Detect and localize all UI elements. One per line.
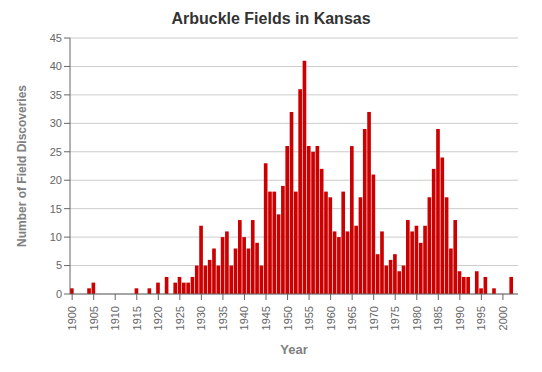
svg-text:1915: 1915 xyxy=(131,306,143,330)
svg-text:1990: 1990 xyxy=(454,306,466,330)
svg-text:1950: 1950 xyxy=(282,306,294,330)
svg-text:1910: 1910 xyxy=(109,306,121,330)
svg-text:1985: 1985 xyxy=(432,306,444,330)
svg-text:1900: 1900 xyxy=(66,306,78,330)
svg-text:1970: 1970 xyxy=(368,306,380,330)
svg-text:1965: 1965 xyxy=(346,306,358,330)
svg-text:1995: 1995 xyxy=(475,306,487,330)
svg-text:1940: 1940 xyxy=(238,306,250,330)
svg-text:0: 0 xyxy=(56,288,62,300)
svg-text:Year: Year xyxy=(280,342,307,357)
svg-text:45: 45 xyxy=(50,32,62,44)
html-text:Arbuckle Fields in Kansas: Arbuckle Fields in Kansas xyxy=(171,10,371,27)
svg-text:20: 20 xyxy=(50,174,62,186)
svg-text:Number of Field Discoveries: Number of Field Discoveries xyxy=(15,85,29,247)
svg-text:1960: 1960 xyxy=(325,306,337,330)
svg-text:40: 40 xyxy=(50,60,62,72)
svg-text:10: 10 xyxy=(50,231,62,243)
svg-text:35: 35 xyxy=(50,89,62,101)
svg-text:1930: 1930 xyxy=(195,306,207,330)
svg-text:1905: 1905 xyxy=(88,306,100,330)
svg-text:1935: 1935 xyxy=(217,306,229,330)
svg-text:1920: 1920 xyxy=(152,306,164,330)
svg-text:25: 25 xyxy=(50,146,62,158)
svg-text:1925: 1925 xyxy=(174,306,186,330)
svg-text:1945: 1945 xyxy=(260,306,272,330)
svg-text:1955: 1955 xyxy=(303,306,315,330)
svg-text:15: 15 xyxy=(50,203,62,215)
svg-text:30: 30 xyxy=(50,117,62,129)
svg-text:1980: 1980 xyxy=(411,306,423,330)
svg-text:2000: 2000 xyxy=(497,306,509,330)
svg-text:5: 5 xyxy=(56,259,62,271)
svg-text:1975: 1975 xyxy=(389,306,401,330)
